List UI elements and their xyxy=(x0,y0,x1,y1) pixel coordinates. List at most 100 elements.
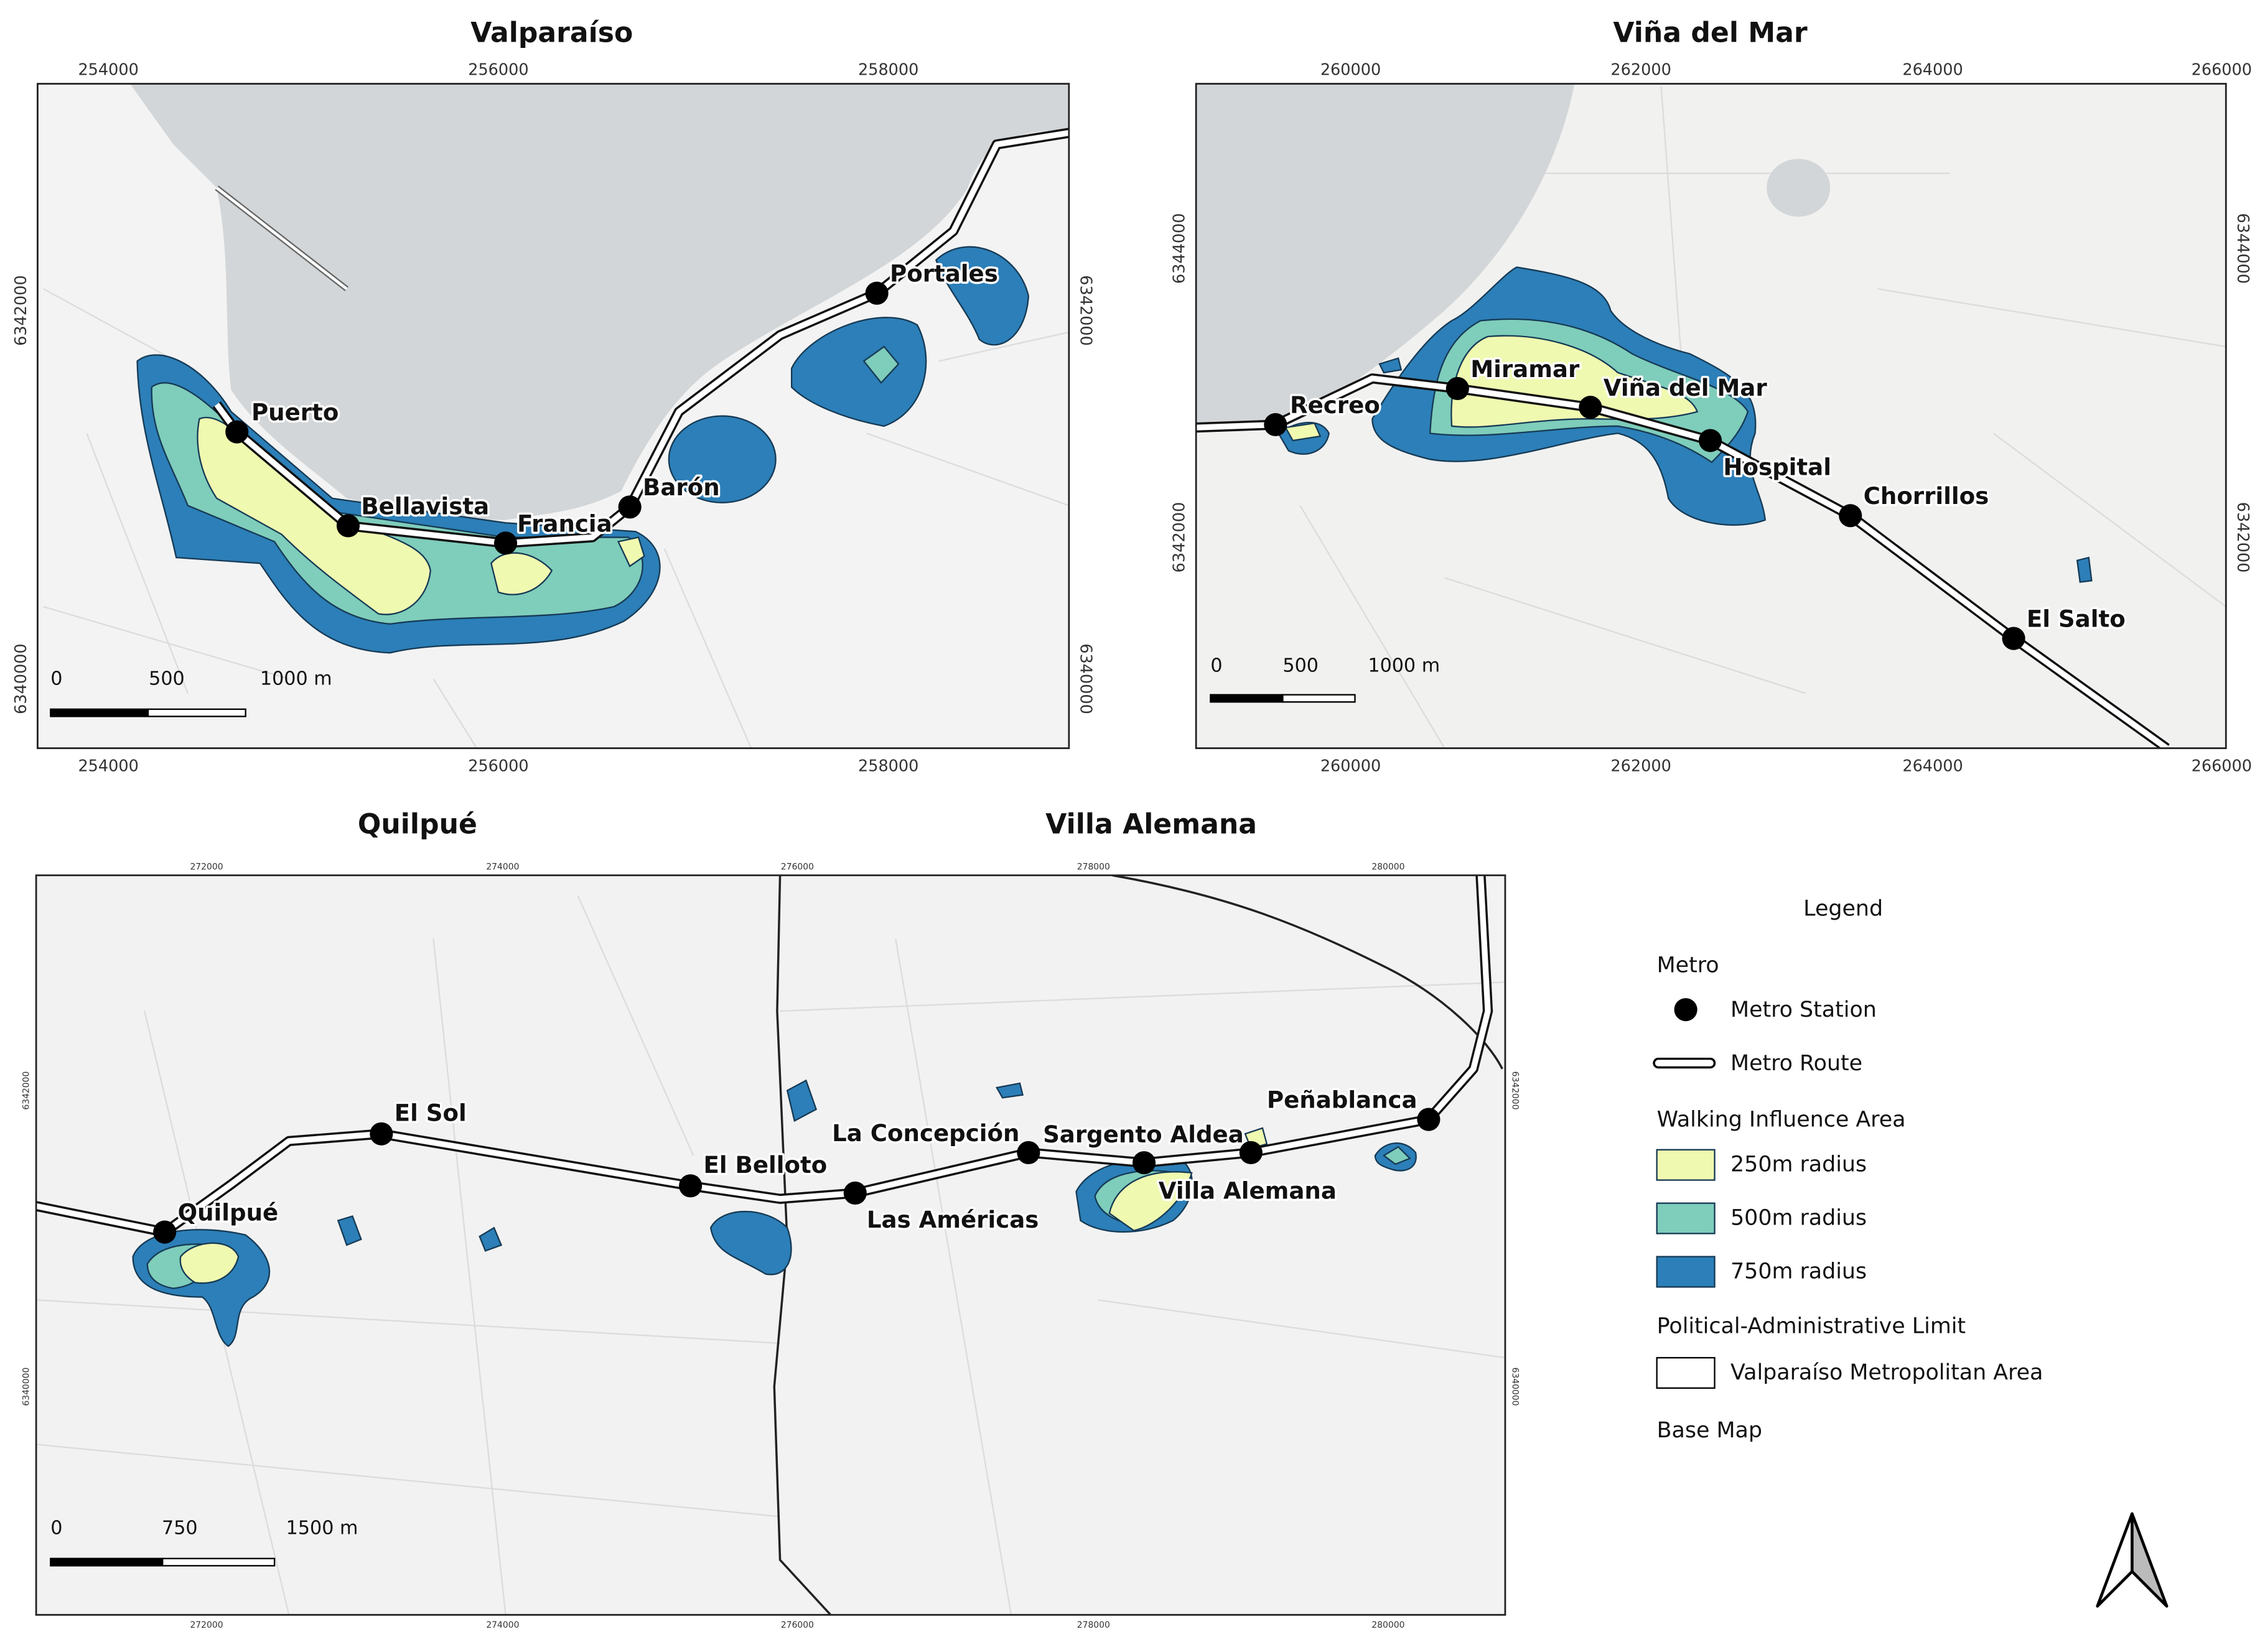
x-tick-label: 274000 xyxy=(486,862,519,872)
x-tick-label: 274000 xyxy=(486,1620,519,1630)
station-label: Las Américas xyxy=(867,1206,1039,1233)
metro-station xyxy=(493,531,518,555)
x-tick-label: 254000 xyxy=(78,757,138,776)
frame xyxy=(1195,83,2227,749)
x-tick-label: 266000 xyxy=(2192,61,2252,80)
x-tick-label: 278000 xyxy=(1077,1620,1110,1630)
legend-symbol xyxy=(1656,1356,1716,1389)
y-tick-label: 6340000 xyxy=(12,643,30,714)
station-label: Hospital xyxy=(1723,454,1831,481)
legend-symbol xyxy=(1656,1202,1716,1234)
scale-label: 1000 m xyxy=(1368,655,1440,676)
y-tick-label: 6342000 xyxy=(1170,502,1189,573)
legend-title: Legend xyxy=(1803,897,1883,922)
x-tick-label: 264000 xyxy=(1902,61,1963,80)
scale-bar xyxy=(1210,694,1284,703)
x-tick-label: 262000 xyxy=(1610,61,1671,80)
station-label: El Sol xyxy=(395,1099,467,1126)
legend-entry: Metro Route xyxy=(1730,1051,1862,1076)
x-tick-label: 272000 xyxy=(190,1620,223,1630)
legend-symbol xyxy=(1653,1057,1716,1069)
map-vina-del-mar xyxy=(1196,83,2226,749)
metro-station xyxy=(1445,376,1469,401)
panel-title: Quilpué xyxy=(358,808,477,840)
metro-station xyxy=(1698,429,1722,452)
x-tick-label: 278000 xyxy=(1077,862,1110,872)
x-tick-label: 280000 xyxy=(1371,862,1404,872)
metro-station xyxy=(679,1174,703,1198)
metro-station xyxy=(865,281,889,305)
y-tick-label: 6344000 xyxy=(2233,213,2252,284)
y-tick-label: 6342000 xyxy=(21,1071,31,1110)
panel-title: Valparaíso xyxy=(470,17,633,49)
x-tick-label: 264000 xyxy=(1902,757,1963,776)
x-tick-label: 258000 xyxy=(858,757,918,776)
scale-label: 0 xyxy=(50,1517,62,1539)
station-label: Miramar xyxy=(1470,356,1580,383)
scale-bar xyxy=(1282,694,1356,703)
station-label: Quilpué xyxy=(178,1200,279,1226)
x-tick-label: 260000 xyxy=(1320,757,1381,776)
scale-bar xyxy=(162,1557,276,1567)
y-tick-label: 6342000 xyxy=(12,275,30,346)
station-label: Chorrillos xyxy=(1864,483,1989,510)
scale-bar xyxy=(50,708,149,717)
legend-group: Metro xyxy=(1657,953,1719,978)
map-quilpue-villa-alemana xyxy=(36,875,1505,1615)
frame xyxy=(37,83,1070,749)
x-tick-label: 254000 xyxy=(78,61,138,80)
x-tick-label: 262000 xyxy=(1610,757,1671,776)
scale-bar xyxy=(147,708,246,717)
y-tick-label: 6342000 xyxy=(2233,502,2252,573)
station-label: Recreo xyxy=(1290,392,1380,419)
station-label: Villa Alemana xyxy=(1159,1178,1337,1205)
map-valparaiso xyxy=(37,83,1069,749)
x-tick-label: 258000 xyxy=(858,61,918,80)
metro-station xyxy=(153,1220,177,1244)
station-label: Peñablanca xyxy=(1267,1086,1417,1113)
station-label: Barón xyxy=(643,474,720,501)
legend-group: Political-Administrative Limit xyxy=(1657,1314,1966,1339)
x-tick-label: 276000 xyxy=(781,1620,814,1630)
x-tick-label: 266000 xyxy=(2192,757,2252,776)
legend-entry: 500m radius xyxy=(1730,1206,1867,1231)
y-tick-label: 6340000 xyxy=(21,1368,31,1406)
metro-station xyxy=(1839,504,1862,528)
metro-station xyxy=(1417,1108,1441,1131)
legend-entry: 250m radius xyxy=(1730,1152,1867,1177)
legend-symbol xyxy=(1656,1256,1716,1288)
legend: Legend Metro Metro Station Metro Route W… xyxy=(1653,897,2043,1443)
x-tick-label: 256000 xyxy=(468,757,528,776)
metro-station xyxy=(843,1181,867,1205)
station-label: La Concepción xyxy=(832,1120,1019,1147)
legend-group: Base Map xyxy=(1657,1418,1762,1443)
metro-station xyxy=(1132,1151,1156,1175)
station-label: Puerto xyxy=(251,399,339,426)
station-label: El Salto xyxy=(2027,605,2126,632)
scale-label: 750 xyxy=(162,1517,198,1539)
x-tick-label: 280000 xyxy=(1371,1620,1404,1630)
metro-station xyxy=(225,420,249,444)
station-label: Viña del Mar xyxy=(1604,375,1768,401)
y-tick-label: 6342000 xyxy=(1076,275,1095,346)
legend-group: Walking Influence Area xyxy=(1657,1108,1906,1132)
x-tick-label: 272000 xyxy=(190,862,223,872)
metro-station xyxy=(2002,627,2025,650)
station-label: Portales xyxy=(890,261,998,287)
metro-station xyxy=(370,1122,393,1146)
metro-station xyxy=(1579,396,1602,419)
y-tick-label: 6342000 xyxy=(1510,1071,1520,1110)
y-tick-label: 6340000 xyxy=(1510,1368,1520,1406)
north-arrow xyxy=(2096,1512,2169,1608)
metro-station xyxy=(336,514,360,538)
station-label: Francia xyxy=(517,510,612,537)
scale-label: 1500 m xyxy=(286,1517,358,1539)
station-label: Sargento Aldea xyxy=(1043,1121,1244,1148)
panel-title: Villa Alemana xyxy=(1045,808,1257,840)
scale-label: 0 xyxy=(1210,655,1222,676)
legend-symbol xyxy=(1656,1149,1716,1181)
scale-label: 500 xyxy=(149,668,185,689)
legend-symbol xyxy=(1674,998,1698,1022)
scale-label: 1000 m xyxy=(260,668,332,689)
